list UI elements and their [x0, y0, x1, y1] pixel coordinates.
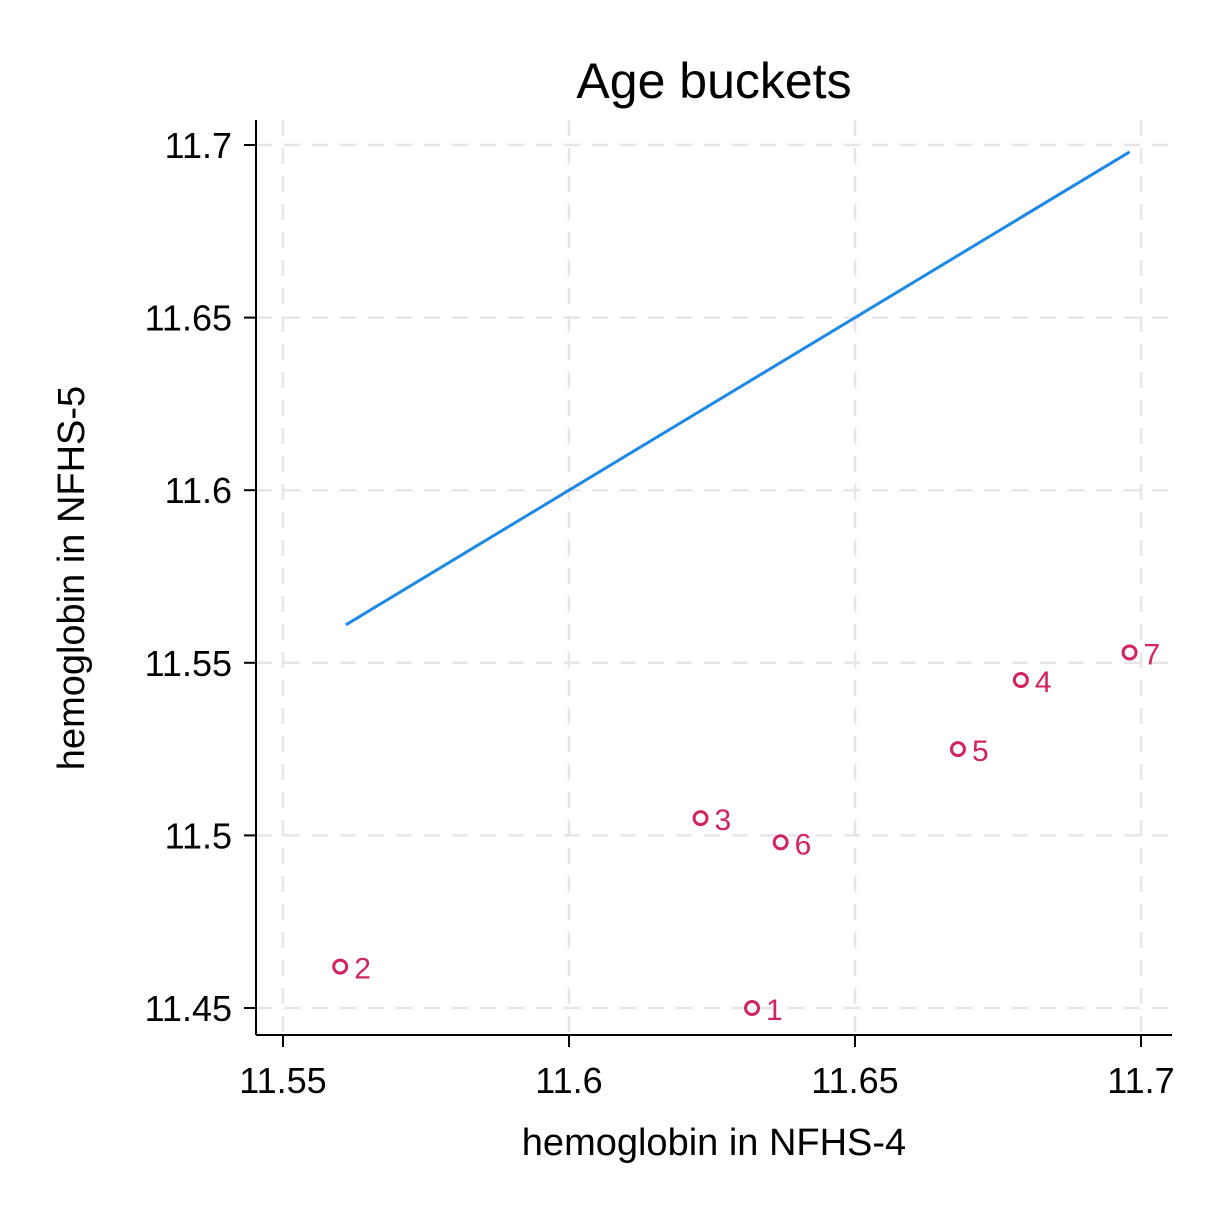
- x-tick-label: 11.65: [811, 1060, 898, 1101]
- data-point-label: 3: [715, 804, 732, 837]
- axis-ticks: 11.55 11.6 11.65 11.7 11.45 11.5 11.55 11.6 11.6…: [145, 125, 1175, 1101]
- data-point: [1012, 672, 1029, 689]
- grid-lines: [256, 120, 1172, 1035]
- data-point: [692, 810, 709, 827]
- chart-title: Age buckets: [576, 53, 851, 109]
- data-point: [772, 834, 789, 851]
- data-point-label: 2: [354, 953, 371, 986]
- data-points: 1 2 3 4 5 6 7: [332, 638, 1161, 1027]
- data-point-label: 1: [766, 994, 783, 1027]
- y-tick-label: 11.7: [165, 125, 232, 166]
- y-tick-label: 11.55: [145, 643, 232, 684]
- data-point: [1121, 644, 1138, 661]
- x-tick-label: 11.55: [239, 1060, 326, 1101]
- y-tick-label: 11.65: [145, 298, 232, 339]
- data-point-label: 4: [1035, 666, 1052, 699]
- x-tick-label: 11.7: [1107, 1060, 1174, 1101]
- x-tick-label: 11.6: [535, 1060, 602, 1101]
- data-point: [744, 1000, 761, 1016]
- data-point-label: 5: [972, 735, 989, 768]
- data-point: [949, 741, 966, 758]
- y-tick-label: 11.6: [165, 470, 232, 511]
- x-axis-label: hemoglobin in NFHS-4: [522, 1122, 906, 1164]
- data-point-label: 6: [795, 828, 812, 861]
- reference-line: [345, 150, 1131, 627]
- y-axis-label: hemoglobin in NFHS-5: [51, 386, 93, 770]
- y-tick-label: 11.45: [145, 988, 232, 1029]
- y-tick-label: 11.5: [165, 815, 232, 856]
- data-point-label: 7: [1144, 638, 1161, 671]
- data-point: [332, 958, 349, 975]
